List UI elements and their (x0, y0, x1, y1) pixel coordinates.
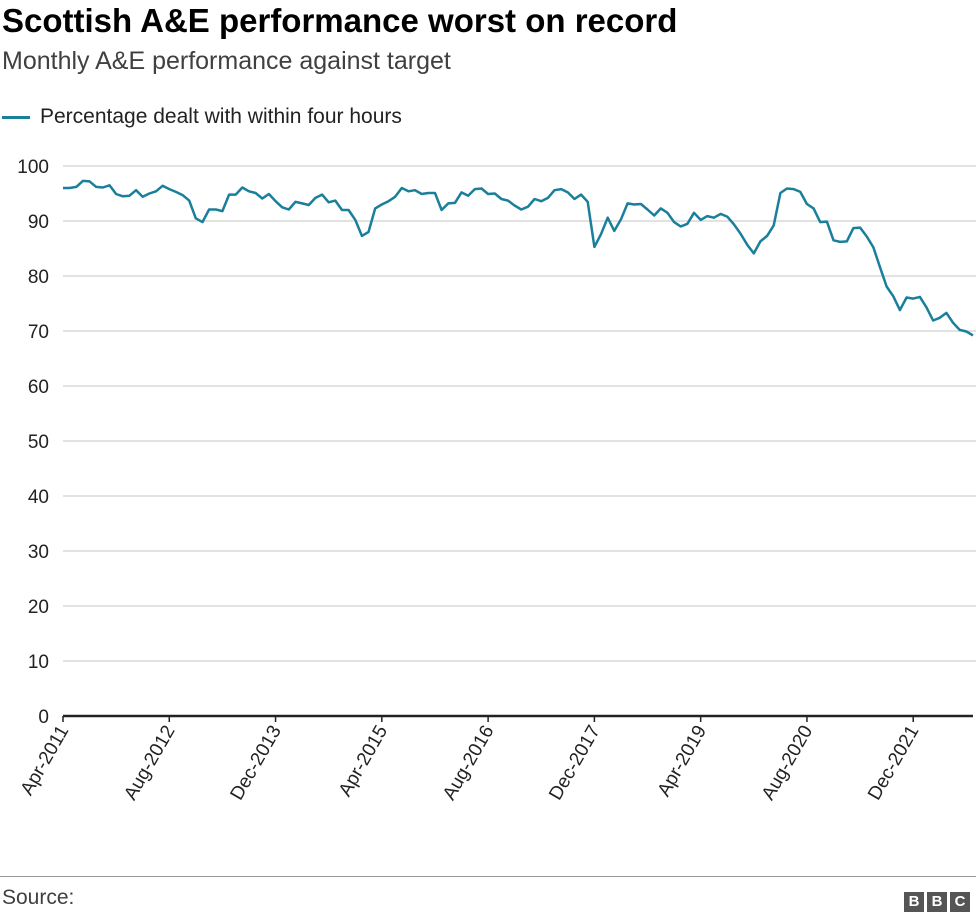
source-label: Source: (2, 886, 75, 909)
x-tick-label: Aug-2020 (758, 722, 817, 804)
y-tick-label: 100 (17, 157, 49, 178)
series-line (63, 179, 974, 337)
x-tick-label: Dec-2017 (545, 722, 604, 804)
x-tick-label: Apr-2015 (335, 722, 392, 800)
x-tick-label: Apr-2019 (654, 722, 711, 800)
y-tick-label: 60 (28, 377, 49, 398)
y-tick-label: 30 (28, 542, 49, 563)
y-tick-label: 80 (28, 267, 49, 288)
chart-subtitle: Monthly A&E performance against target (2, 47, 451, 75)
x-tick-label: Aug-2016 (439, 722, 498, 804)
footer-divider (0, 876, 976, 877)
x-tick-label: Apr-2011 (17, 722, 74, 799)
x-tick-label: Dec-2013 (227, 722, 286, 804)
y-tick-label: 20 (28, 597, 49, 618)
y-tick-label: 90 (28, 212, 49, 233)
y-tick-label: 0 (38, 707, 49, 728)
y-tick-label: 50 (28, 432, 49, 453)
legend-swatch (2, 115, 30, 119)
legend: Percentage dealt with within four hours (2, 105, 402, 129)
y-tick-label: 40 (28, 487, 49, 508)
y-tick-label: 10 (28, 652, 49, 673)
chart-title: Scottish A&E performance worst on record (2, 2, 678, 39)
x-tick-label: Aug-2012 (120, 722, 179, 804)
y-tick-label: 70 (28, 322, 49, 343)
legend-label: Percentage dealt with within four hours (40, 105, 402, 128)
x-tick-label: Dec-2021 (864, 722, 923, 804)
